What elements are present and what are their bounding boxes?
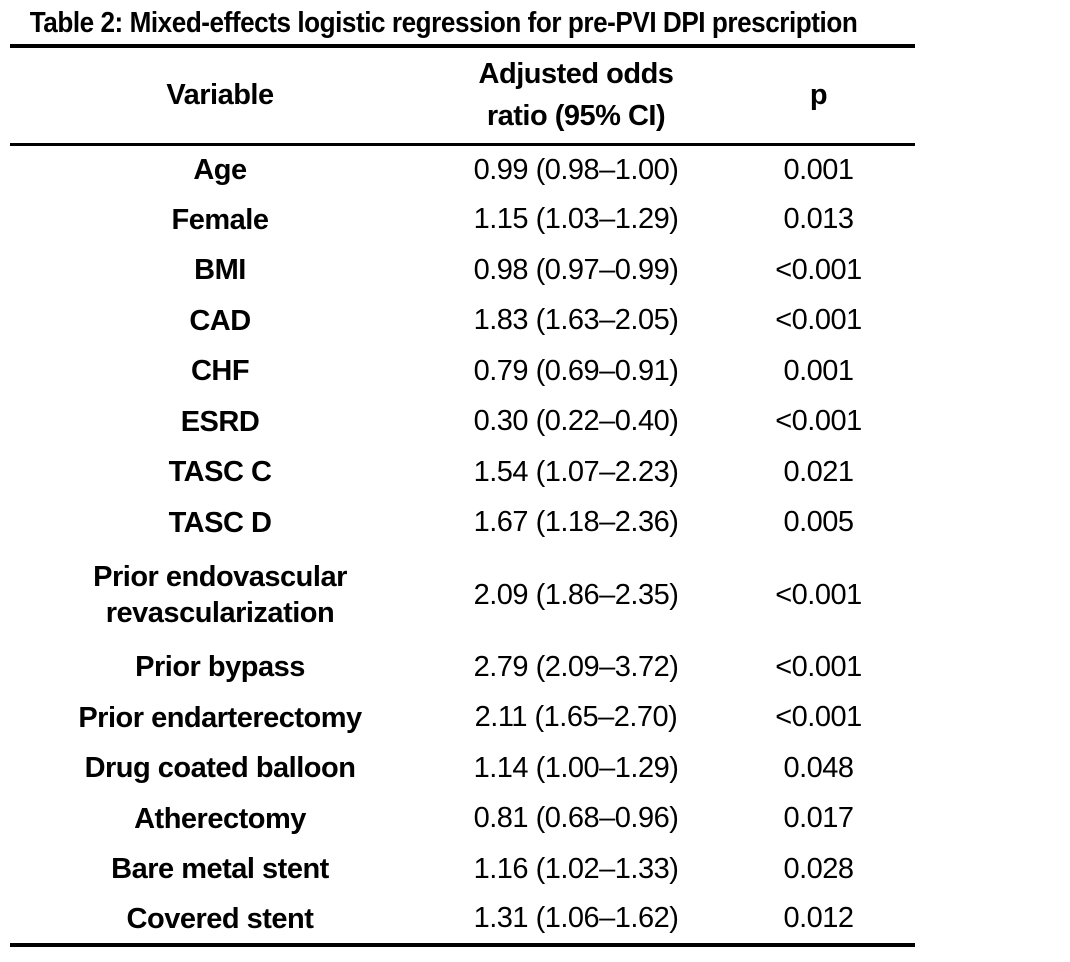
variable-cell: TASC C bbox=[168, 456, 272, 489]
variable-cell: Drug coated balloon bbox=[84, 752, 356, 785]
p-value-cell: <0.001 bbox=[775, 578, 862, 611]
variable-cell: BMI bbox=[194, 254, 246, 287]
p-value-cell: 0.001 bbox=[783, 153, 854, 186]
table-title: Table 2: Mixed-effects logistic regressi… bbox=[29, 7, 858, 39]
aor-ci-cell: 0.81 (0.68–0.96) bbox=[473, 802, 679, 835]
header-row: Variable Adjusted odds ratio (95% CI) p bbox=[10, 46, 915, 144]
p-value-cell: 0.012 bbox=[783, 902, 854, 935]
p-value-cell: 0.028 bbox=[783, 852, 854, 885]
table-row: TASC C 1.54 (1.07–2.23) 0.021 bbox=[10, 447, 915, 498]
aor-ci-cell: 2.11 (1.65–2.70) bbox=[474, 701, 678, 734]
table-row: Age 0.99 (0.98–1.00) 0.001 bbox=[10, 144, 915, 195]
aor-ci-cell: 1.54 (1.07–2.23) bbox=[473, 455, 679, 488]
variable-cell: Prior endovascular revascularization bbox=[93, 560, 347, 629]
p-value-cell: <0.001 bbox=[775, 650, 862, 683]
column-header-p-value: p bbox=[809, 78, 828, 111]
variable-cell: Atherectomy bbox=[134, 802, 306, 835]
aor-ci-cell: 1.16 (1.02–1.33) bbox=[473, 852, 679, 885]
aor-ci-cell: 1.14 (1.00–1.29) bbox=[473, 751, 679, 784]
table-row: Prior endovascular revascularization 2.0… bbox=[10, 548, 915, 642]
aor-ci-cell: 0.98 (0.97–0.99) bbox=[473, 253, 679, 286]
table-row: Bare metal stent 1.16 (1.02–1.33) 0.028 bbox=[10, 844, 915, 895]
aor-ci-cell: 1.67 (1.18–2.36) bbox=[473, 506, 679, 539]
variable-cell: Prior bypass bbox=[135, 651, 305, 684]
p-value-cell: 0.048 bbox=[783, 751, 854, 784]
p-value-cell: <0.001 bbox=[775, 701, 862, 734]
variable-cell: CAD bbox=[189, 304, 251, 337]
variable-cell: Covered stent bbox=[126, 902, 314, 935]
aor-ci-cell: 1.83 (1.63–2.05) bbox=[473, 304, 679, 337]
aor-ci-cell: 1.31 (1.06–1.62) bbox=[473, 902, 679, 935]
variable-cell: CHF bbox=[190, 355, 250, 388]
variable-cell: Bare metal stent bbox=[111, 853, 329, 886]
p-value-cell: <0.001 bbox=[775, 304, 862, 337]
variable-cell: ESRD bbox=[180, 405, 260, 438]
aor-ci-cell: 1.15 (1.03–1.29) bbox=[473, 203, 679, 236]
table-row: BMI 0.98 (0.97–0.99) <0.001 bbox=[10, 245, 915, 296]
table-row: CHF 0.79 (0.69–0.91) 0.001 bbox=[10, 346, 915, 397]
p-value-cell: 0.017 bbox=[783, 802, 854, 835]
regression-table: Variable Adjusted odds ratio (95% CI) p … bbox=[10, 44, 915, 947]
table-row: TASC D 1.67 (1.18–2.36) 0.005 bbox=[10, 498, 915, 549]
table-row: Covered stent 1.31 (1.06–1.62) 0.012 bbox=[10, 895, 915, 946]
aor-ci-cell: 0.79 (0.69–0.91) bbox=[473, 354, 679, 387]
table-row: Prior endarterectomy 2.11 (1.65–2.70) <0… bbox=[10, 693, 915, 744]
variable-cell: Prior endarterectomy bbox=[78, 701, 362, 734]
column-header-adjusted-odds-ratio: Adjusted odds ratio (95% CI) bbox=[478, 58, 674, 133]
aor-ci-cell: 0.99 (0.98–1.00) bbox=[473, 153, 679, 186]
p-value-cell: 0.001 bbox=[783, 354, 854, 387]
aor-ci-cell: 2.09 (1.86–2.35) bbox=[473, 578, 679, 611]
p-value-cell: <0.001 bbox=[775, 253, 862, 286]
table-row: ESRD 0.30 (0.22–0.40) <0.001 bbox=[10, 397, 915, 448]
variable-cell: Age bbox=[193, 153, 247, 186]
variable-cell: Female bbox=[171, 203, 269, 236]
p-value-cell: <0.001 bbox=[775, 405, 862, 438]
variable-cell: TASC D bbox=[168, 506, 272, 539]
aor-ci-cell: 0.30 (0.22–0.40) bbox=[473, 405, 679, 438]
p-value-cell: 0.021 bbox=[783, 455, 854, 488]
table-row: Atherectomy 0.81 (0.68–0.96) 0.017 bbox=[10, 794, 915, 845]
table-row: CAD 1.83 (1.63–2.05) <0.001 bbox=[10, 296, 915, 347]
table-row: Prior bypass 2.79 (2.09–3.72) <0.001 bbox=[10, 642, 915, 693]
p-value-cell: 0.013 bbox=[783, 203, 854, 236]
table-row: Drug coated balloon 1.14 (1.00–1.29) 0.0… bbox=[10, 743, 915, 794]
column-header-variable: Variable bbox=[166, 78, 274, 111]
table-row: Female 1.15 (1.03–1.29) 0.013 bbox=[10, 195, 915, 246]
aor-ci-cell: 2.79 (2.09–3.72) bbox=[473, 650, 679, 683]
p-value-cell: 0.005 bbox=[783, 506, 854, 539]
